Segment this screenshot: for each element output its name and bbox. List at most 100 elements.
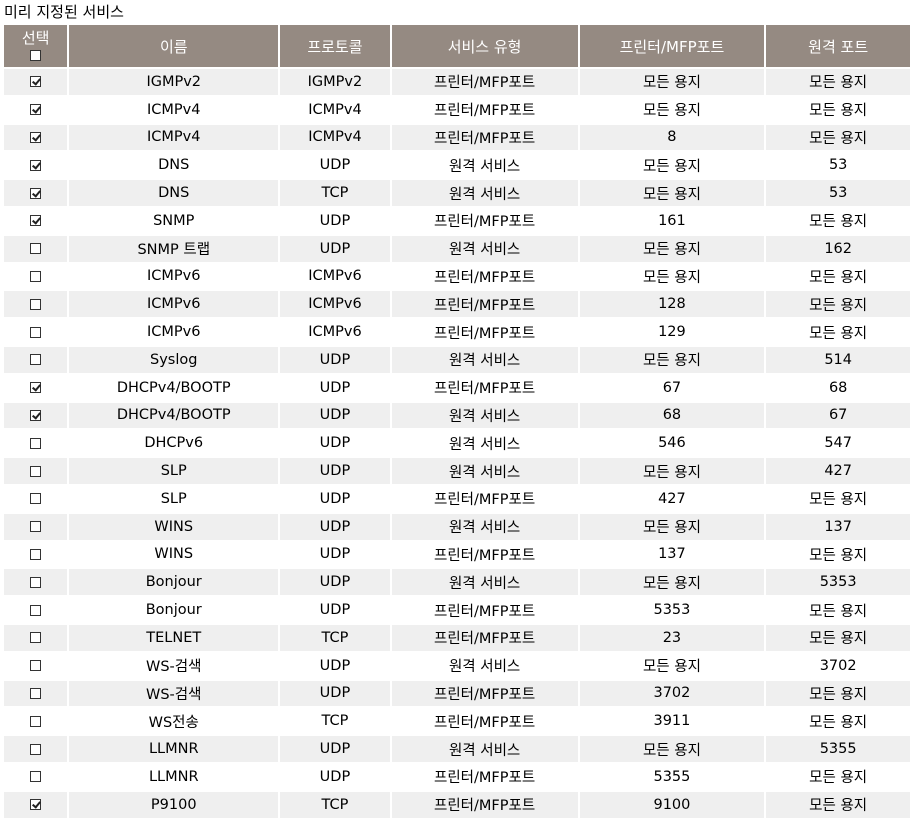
table-row[interactable]: IGMPv2 IGMPv2 프린터/MFP포트 모든 용지 모든 용지 [4, 69, 910, 95]
row-select-checkbox[interactable] [30, 298, 42, 310]
table-row[interactable]: Syslog UDP 원격 서비스 모든 용지 514 [4, 346, 910, 373]
table-row[interactable]: ICMPv6 ICMPv6 프린터/MFP포트 128 모든 용지 [4, 291, 910, 318]
row-select-checkbox[interactable] [30, 715, 42, 727]
table-row[interactable]: ICMPv4 ICMPv4 프린터/MFP포트 8 모든 용지 [4, 124, 910, 151]
table-row[interactable]: SLP UDP 프린터/MFP포트 427 모든 용지 [4, 485, 910, 512]
cell-name: WS-검색 [69, 680, 279, 707]
header-select-label: 선택 [21, 28, 50, 47]
row-select-checkbox[interactable] [30, 131, 42, 143]
cell-remote-port: 547 [766, 430, 910, 457]
cell-remote-port: 67 [766, 402, 910, 429]
row-select-checkbox[interactable] [30, 104, 42, 116]
cell-service-type: 프린터/MFP포트 [391, 263, 578, 290]
cell-protocol: UDP [280, 736, 390, 762]
row-select-checkbox[interactable] [30, 159, 42, 171]
cell-name: ICMPv6 [69, 319, 279, 345]
table-row[interactable]: SNMP 트랩 UDP 원격 서비스 모든 용지 162 [4, 235, 910, 262]
cell-name: SLP [69, 485, 279, 512]
cell-protocol: UDP [280, 485, 390, 512]
table-row[interactable]: DNS UDP 원격 서비스 모든 용지 53 [4, 152, 910, 179]
table-row[interactable]: WS-검색 UDP 원격 서비스 모든 용지 3702 [4, 652, 910, 679]
header-printer-port[interactable]: 프린터/MFP포트 [579, 25, 765, 67]
table-row[interactable]: LLMNR UDP 프린터/MFP포트 5355 모든 용지 [4, 763, 910, 790]
row-select-checkbox[interactable] [30, 437, 42, 449]
table-row[interactable]: Bonjour UDP 프린터/MFP포트 5353 모든 용지 [4, 597, 910, 623]
table-row[interactable]: Bonjour UDP 원격 서비스 모든 용지 5353 [4, 569, 910, 596]
row-select-checkbox[interactable] [30, 743, 42, 755]
cell-service-type: 프린터/MFP포트 [391, 485, 578, 512]
cell-select [4, 708, 68, 735]
cell-remote-port: 3702 [766, 652, 910, 679]
header-select: 선택 [4, 25, 68, 67]
row-select-checkbox[interactable] [30, 799, 42, 811]
row-select-checkbox[interactable] [30, 382, 42, 394]
cell-printer-port: 모든 용지 [579, 569, 765, 596]
row-select-checkbox[interactable] [30, 270, 42, 282]
row-select-checkbox[interactable] [30, 76, 42, 88]
table-row[interactable]: WS-검색 UDP 프린터/MFP포트 3702 모든 용지 [4, 680, 910, 707]
table-row[interactable]: LLMNR UDP 원격 서비스 모든 용지 5355 [4, 736, 910, 762]
cell-select [4, 430, 68, 457]
cell-service-type: 프린터/MFP포트 [391, 624, 578, 651]
cell-name: Bonjour [69, 597, 279, 623]
table-row[interactable]: ICMPv6 ICMPv6 프린터/MFP포트 모든 용지 모든 용지 [4, 263, 910, 290]
table-row[interactable]: SNMP UDP 프린터/MFP포트 161 모든 용지 [4, 207, 910, 234]
row-select-checkbox[interactable] [30, 576, 42, 588]
table-row[interactable]: WINS UDP 원격 서비스 모든 용지 137 [4, 513, 910, 540]
cell-printer-port: 427 [579, 485, 765, 512]
row-select-checkbox[interactable] [30, 215, 42, 227]
row-select-checkbox[interactable] [30, 521, 42, 533]
cell-protocol: UDP [280, 152, 390, 179]
row-select-checkbox[interactable] [30, 687, 42, 699]
select-all-checkbox[interactable] [30, 49, 42, 61]
cell-printer-port: 128 [579, 291, 765, 318]
cell-select [4, 541, 68, 568]
cell-select [4, 569, 68, 596]
row-select-checkbox[interactable] [30, 465, 42, 477]
row-select-checkbox[interactable] [30, 604, 42, 616]
table-row[interactable]: DHCPv4/BOOTP UDP 원격 서비스 68 67 [4, 402, 910, 429]
table-row[interactable]: ICMPv4 ICMPv4 프린터/MFP포트 모든 용지 모든 용지 [4, 96, 910, 123]
header-name[interactable]: 이름 [69, 25, 279, 67]
row-select-checkbox[interactable] [30, 354, 42, 366]
cell-name: WINS [69, 513, 279, 540]
cell-remote-port: 모든 용지 [766, 69, 910, 95]
table-row[interactable]: P9100 TCP 프린터/MFP포트 9100 모든 용지 [4, 791, 910, 818]
cell-printer-port: 161 [579, 207, 765, 234]
header-protocol[interactable]: 프로토콜 [280, 25, 390, 67]
cell-select [4, 263, 68, 290]
header-remote-port[interactable]: 원격 포트 [766, 25, 910, 67]
row-select-checkbox[interactable] [30, 493, 42, 505]
cell-select [4, 652, 68, 679]
header-service-type[interactable]: 서비스 유형 [391, 25, 578, 67]
table-row[interactable]: SLP UDP 원격 서비스 모든 용지 427 [4, 458, 910, 484]
table-row[interactable]: DHCPv6 UDP 원격 서비스 546 547 [4, 430, 910, 457]
table-row[interactable]: DNS TCP 원격 서비스 모든 용지 53 [4, 180, 910, 206]
table-row[interactable]: WINS UDP 프린터/MFP포트 137 모든 용지 [4, 541, 910, 568]
cell-service-type: 원격 서비스 [391, 513, 578, 540]
cell-select [4, 207, 68, 234]
row-select-checkbox[interactable] [30, 548, 42, 560]
cell-printer-port: 모든 용지 [579, 152, 765, 179]
cell-printer-port: 129 [579, 319, 765, 345]
cell-remote-port: 68 [766, 374, 910, 401]
cell-select [4, 597, 68, 623]
cell-select [4, 736, 68, 762]
cell-service-type: 프린터/MFP포트 [391, 291, 578, 318]
cell-name: Syslog [69, 346, 279, 373]
row-select-checkbox[interactable] [30, 660, 42, 672]
cell-select [4, 763, 68, 790]
row-select-checkbox[interactable] [30, 632, 42, 644]
table-row[interactable]: TELNET TCP 프린터/MFP포트 23 모든 용지 [4, 624, 910, 651]
row-select-checkbox[interactable] [30, 243, 42, 255]
row-select-checkbox[interactable] [30, 771, 42, 783]
cell-printer-port: 모든 용지 [579, 69, 765, 95]
cell-printer-port: 137 [579, 541, 765, 568]
row-select-checkbox[interactable] [30, 326, 42, 338]
table-row[interactable]: ICMPv6 ICMPv6 프린터/MFP포트 129 모든 용지 [4, 319, 910, 345]
table-row[interactable]: DHCPv4/BOOTP UDP 프린터/MFP포트 67 68 [4, 374, 910, 401]
table-row[interactable]: WS전송 TCP 프린터/MFP포트 3911 모든 용지 [4, 708, 910, 735]
row-select-checkbox[interactable] [30, 409, 42, 421]
row-select-checkbox[interactable] [30, 187, 42, 199]
cell-remote-port: 모든 용지 [766, 207, 910, 234]
